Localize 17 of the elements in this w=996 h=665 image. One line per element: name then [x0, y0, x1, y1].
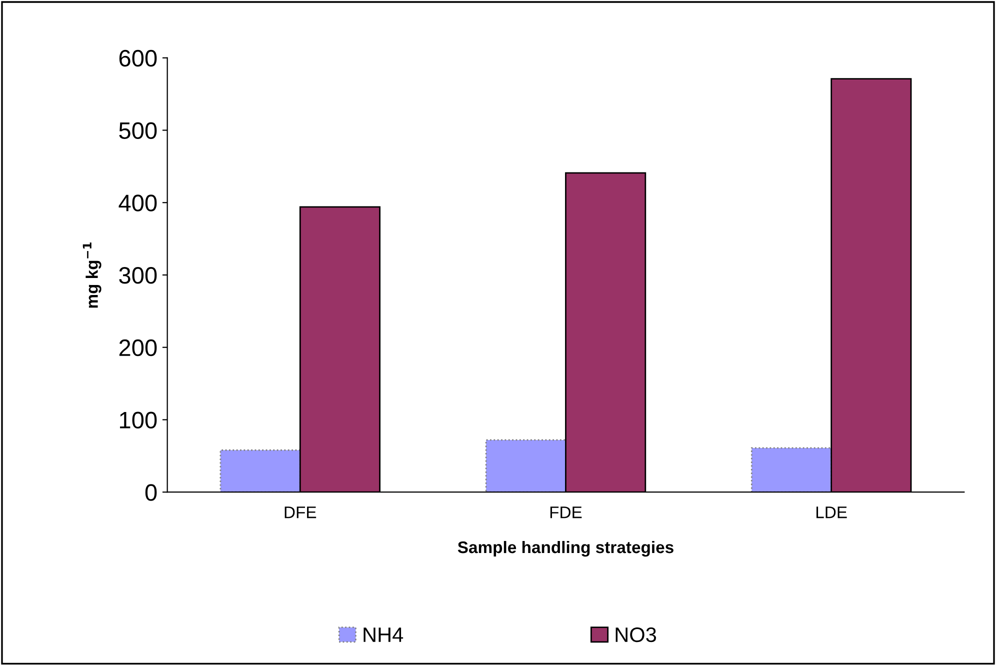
bar — [750, 447, 832, 492]
y-tick-label: 600 — [119, 50, 157, 67]
x-axis-title: Sample handling strategies — [458, 540, 674, 557]
x-tick-label: DFE — [284, 506, 316, 518]
y-tick-label: 200 — [119, 339, 157, 356]
y-tick-label: 300 — [119, 267, 157, 284]
x-tick-label: FDE — [550, 506, 582, 518]
legend-label: NO3 — [616, 627, 656, 642]
y-axis-title: mg kg$^{−1}$ — [82, 242, 102, 308]
y-tick-label: 500 — [119, 122, 157, 140]
bar — [220, 449, 301, 492]
bar — [485, 439, 566, 492]
x-tick-label: LDE — [816, 506, 847, 518]
y-tick-label: 0 — [145, 484, 157, 501]
y-tick-label: 100 — [120, 412, 157, 429]
legend-label: NH4 — [364, 628, 404, 642]
y-tick-label: 400 — [118, 194, 157, 212]
